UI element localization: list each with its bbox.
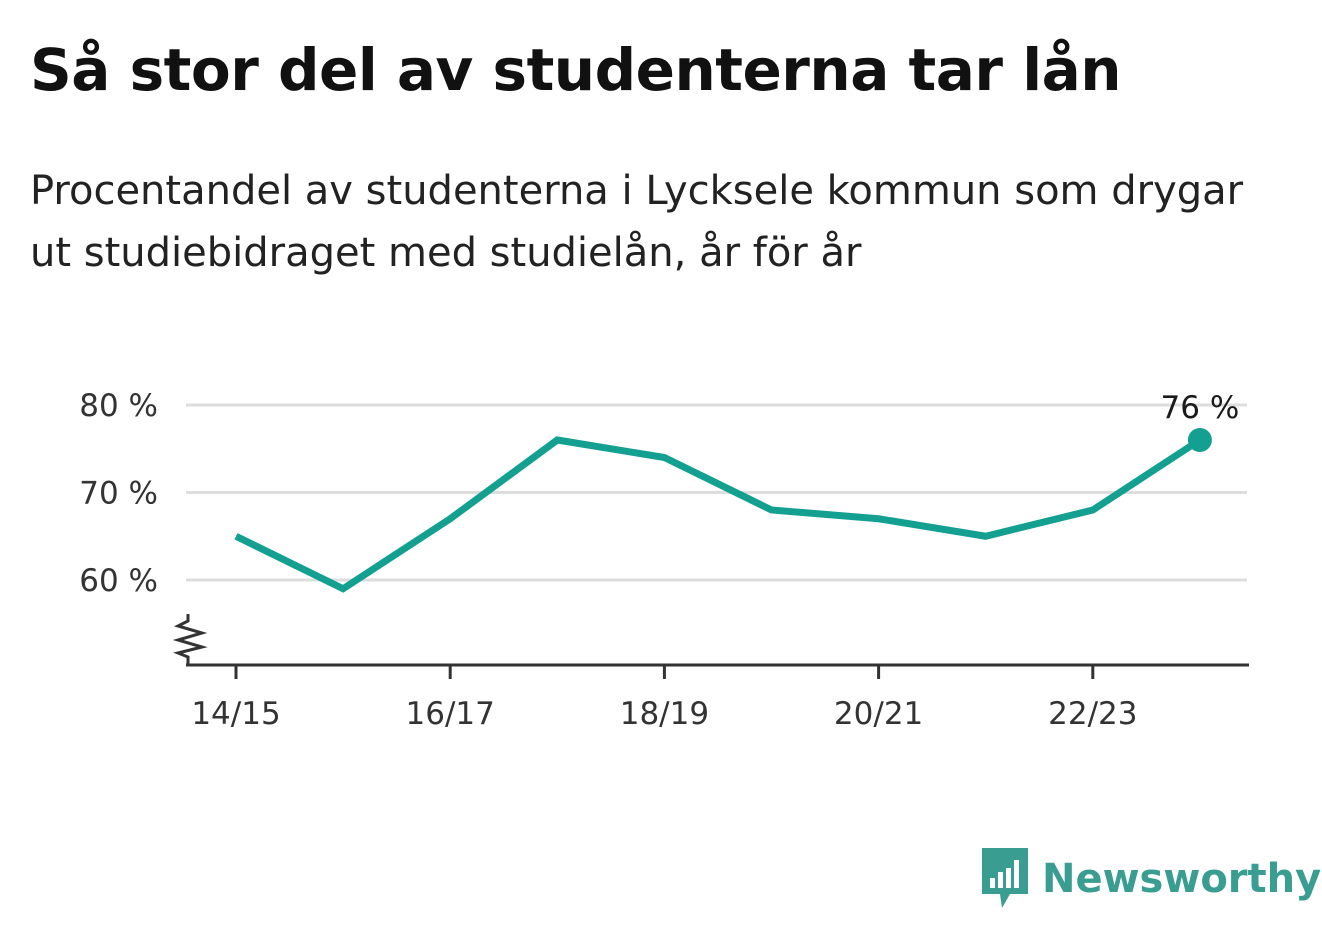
x-tick-label: 22/23 — [1048, 696, 1137, 732]
last-value-label: 76 % — [1161, 390, 1240, 426]
y-tick-label: 80 % — [79, 388, 158, 424]
newsworthy-logo-icon — [982, 848, 1028, 908]
last-point-marker — [1187, 428, 1212, 452]
axis-break-icon — [172, 614, 208, 664]
line-chart: 60 % 70 % 80 % 14/15 16/17 18/19 20/21 22/23 7… — [79, 388, 1249, 732]
y-axis-tick-labels: 60 % 70 % 80 % — [79, 388, 158, 599]
y-tick-label: 60 % — [79, 563, 158, 599]
brand-name: Newsworthy — [1042, 856, 1322, 902]
x-axis — [186, 663, 1249, 679]
x-axis-tick-labels: 14/15 16/17 18/19 20/21 22/23 — [191, 696, 1137, 732]
series-group — [234, 436, 1202, 593]
x-tick-label: 20/21 — [834, 696, 923, 732]
series-line — [234, 436, 1202, 593]
annotation-group: 76 % — [1161, 390, 1240, 452]
gridlines — [186, 403, 1247, 582]
x-tick-label: 16/17 — [406, 696, 495, 732]
x-tick-label: 18/19 — [620, 696, 709, 732]
chart-subtitle: Procentandel av studenterna i Lycksele k… — [30, 168, 1244, 276]
x-tick-label: 14/15 — [191, 696, 280, 732]
y-tick-label: 70 % — [79, 476, 158, 512]
brand-logo: Newsworthy — [980, 848, 1321, 910]
chart-title: Så stor del av studenterna tar lån — [30, 36, 1122, 104]
